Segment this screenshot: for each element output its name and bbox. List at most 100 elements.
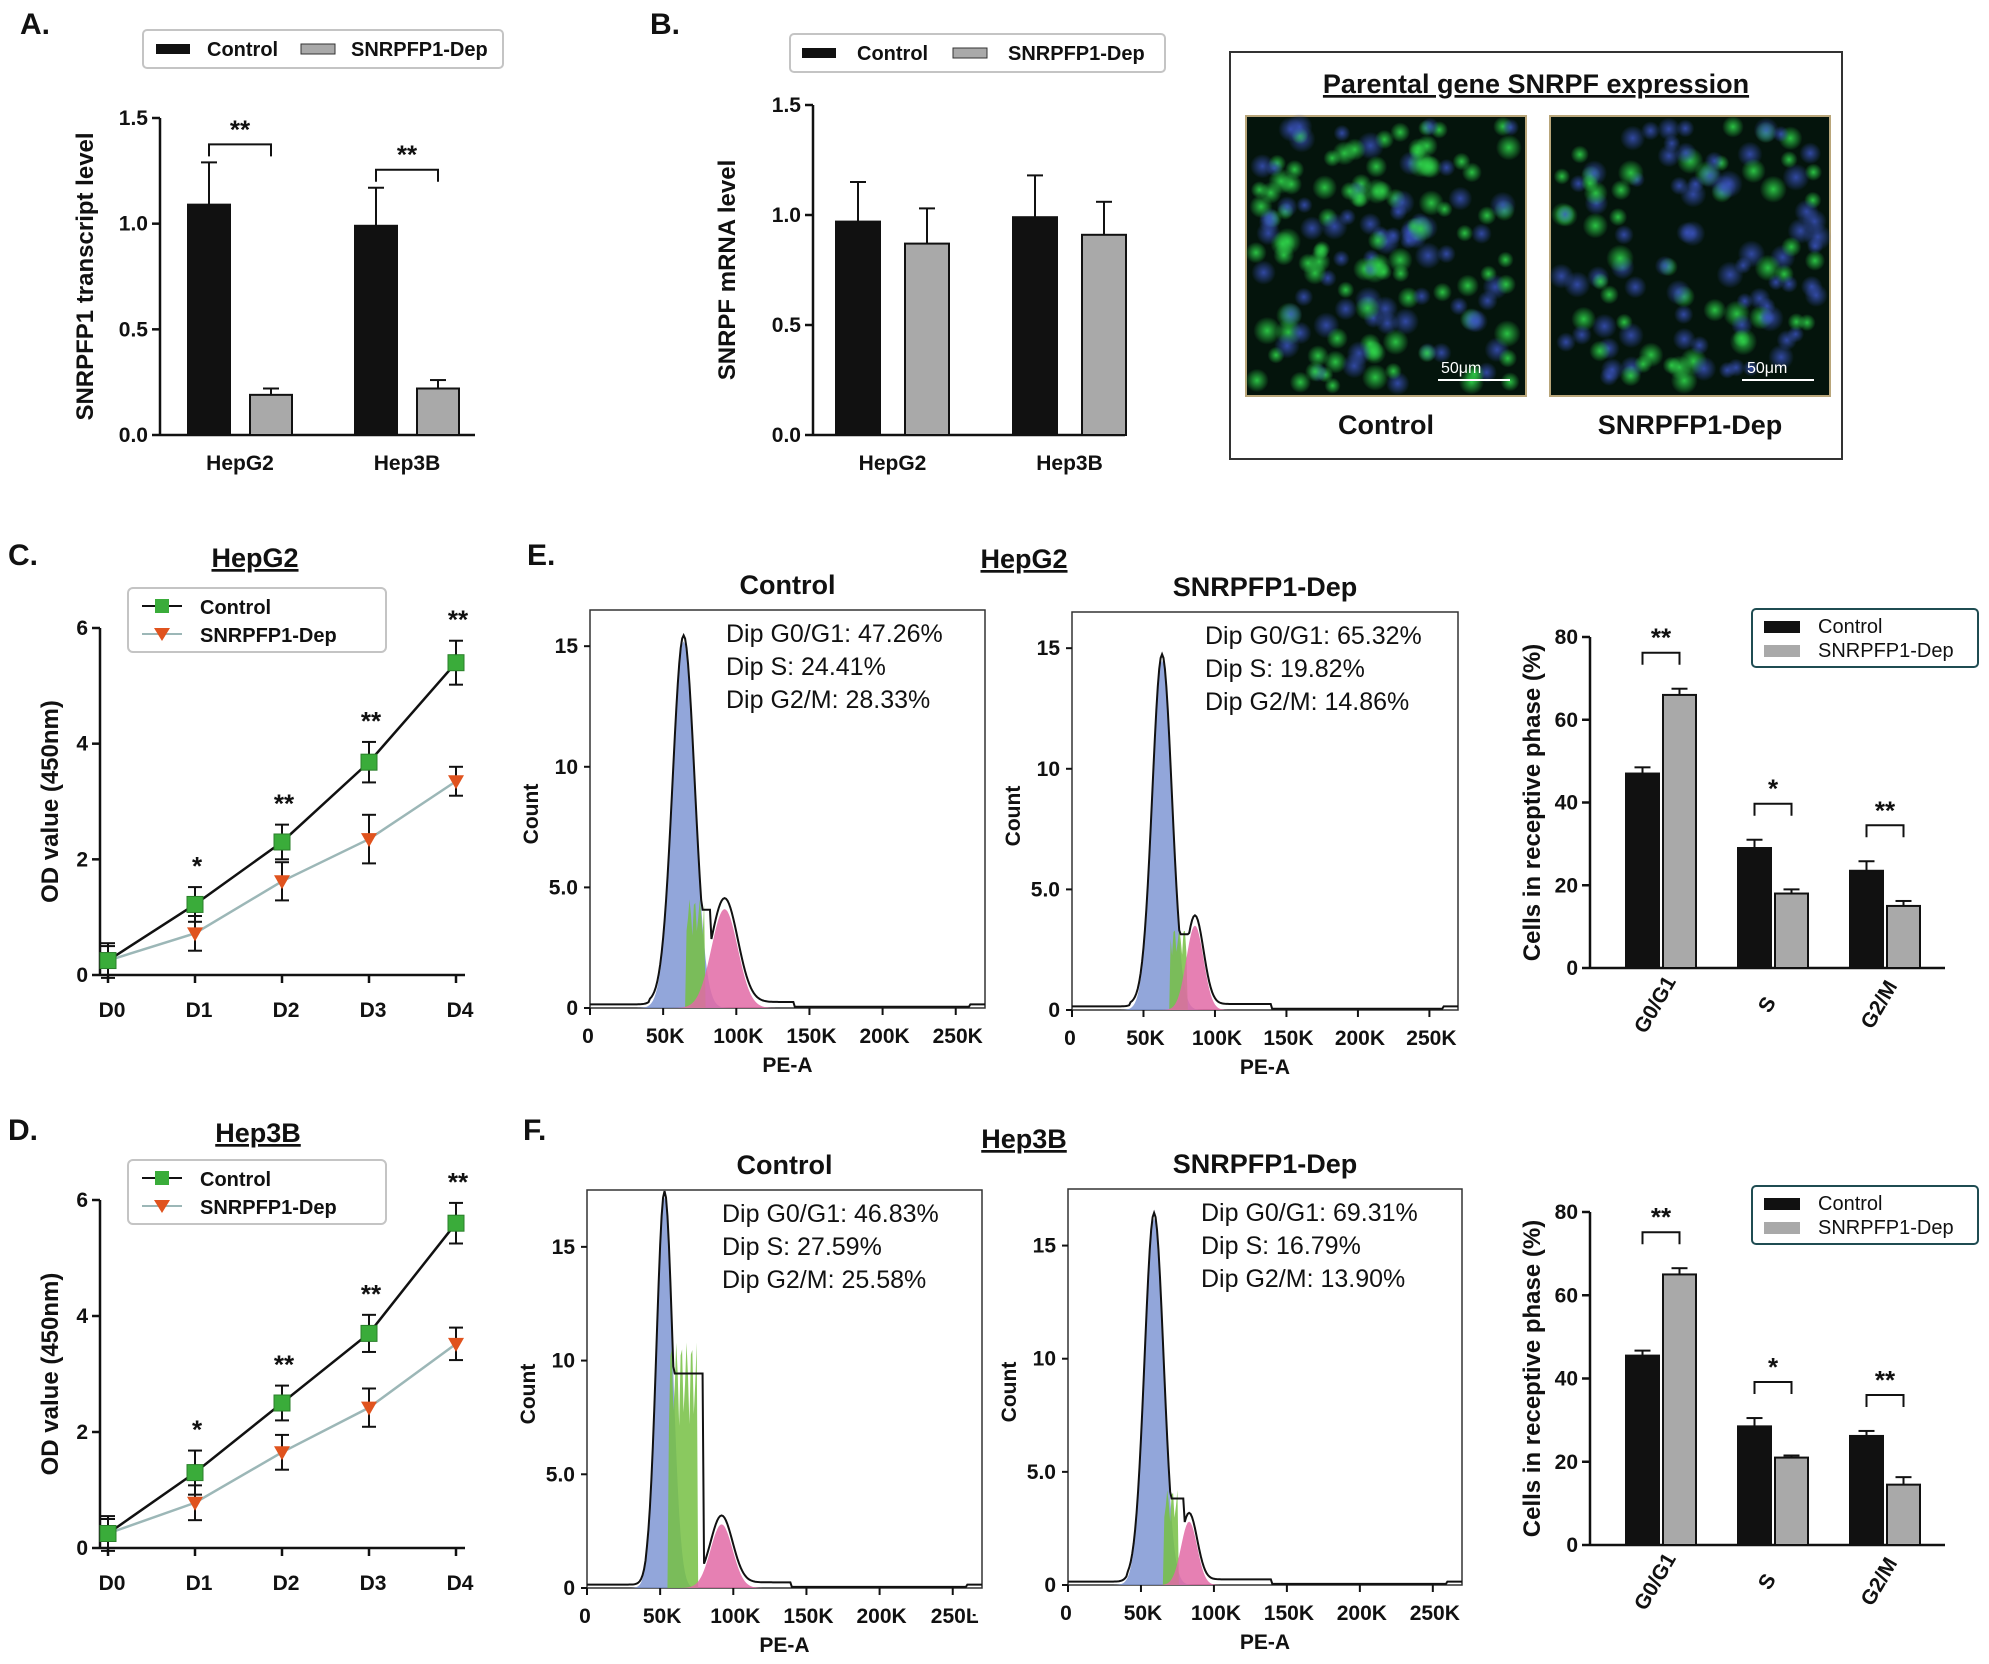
cell-blob bbox=[1312, 175, 1338, 200]
cell-blob bbox=[1758, 309, 1776, 326]
legend-label-dep-C: SNRPFP1-Dep bbox=[200, 625, 337, 647]
xtick-label-E2: 250K bbox=[1406, 1027, 1456, 1050]
cell-blob bbox=[1571, 324, 1592, 345]
significance-label-F3: ** bbox=[1651, 1202, 1672, 1232]
panel-label-e: E. bbox=[527, 539, 555, 572]
cell-blob bbox=[1268, 168, 1294, 194]
cell-blob bbox=[1332, 250, 1350, 268]
legend-label-dep-f3: SNRPFP1-Dep bbox=[1818, 1217, 1954, 1239]
cell-blob bbox=[1690, 335, 1710, 355]
panel-label-a: A. bbox=[20, 8, 50, 41]
ytick-label-E2: 5.0 bbox=[1031, 878, 1060, 901]
panel-label-f: F. bbox=[523, 1114, 546, 1147]
cell-blob bbox=[1591, 272, 1610, 291]
xtick-label-F2: 200K bbox=[1337, 1602, 1387, 1625]
ylabel-C: OD value (450nm) bbox=[37, 700, 64, 903]
s-phase-F1 bbox=[587, 1342, 982, 1588]
bar-F3-s-dep bbox=[1774, 1456, 1809, 1547]
cell-blob bbox=[1387, 247, 1413, 273]
ylabel-E1: Count bbox=[520, 784, 543, 845]
cell-blob bbox=[1276, 196, 1298, 218]
bar-B-hep3b-dep bbox=[1081, 233, 1127, 436]
significance-bracket-A bbox=[208, 143, 272, 157]
significance-bracket-F3 bbox=[1753, 1381, 1793, 1395]
histogram-outline-E1 bbox=[590, 632, 985, 1008]
ytick-label-D: 4 bbox=[76, 1305, 88, 1328]
cell-blob bbox=[1759, 175, 1787, 203]
bar-B-hepg2-control bbox=[835, 220, 881, 436]
xtick-label-D: D2 bbox=[273, 1572, 300, 1595]
significance-bracket-E3 bbox=[1865, 824, 1905, 838]
bar-F3-g2/m-dep bbox=[1886, 1483, 1921, 1547]
xtick-label-F1: 250Ŀ bbox=[931, 1605, 979, 1628]
cell-blob bbox=[1804, 283, 1828, 308]
cell-blob bbox=[1768, 344, 1794, 370]
xtick-label-A: HepG2 bbox=[206, 452, 274, 475]
ylabel-F1: Count bbox=[517, 1364, 540, 1425]
cell-blob bbox=[1731, 313, 1753, 336]
cell-blob bbox=[1606, 244, 1635, 273]
flow-frame-F2 bbox=[1067, 1188, 1463, 1586]
xtick-label-A: Hep3B bbox=[374, 452, 441, 475]
ytick-label-F2: 0 bbox=[1044, 1574, 1056, 1597]
ytick-label-E3: 20 bbox=[1555, 874, 1578, 897]
significance-bracket-E3 bbox=[1753, 802, 1793, 816]
bar-F3-s-control bbox=[1737, 1425, 1772, 1547]
cell-blob bbox=[1657, 117, 1681, 141]
significance-label-F3: ** bbox=[1875, 1365, 1896, 1395]
stat-line-E1: Dip G0/G1: 47.26% bbox=[726, 620, 943, 648]
cell-blob bbox=[1495, 134, 1522, 161]
g1-peak-F2 bbox=[1068, 1218, 1462, 1585]
flow-subtitle-E2: SNRPFP1-Dep bbox=[1173, 572, 1358, 602]
micrograph-label-dep: SNRPFP1-Dep bbox=[1598, 410, 1783, 440]
scale-label-left: 50μm bbox=[1441, 360, 1481, 377]
legend-a-control-label: Control bbox=[207, 39, 278, 61]
cell-blob bbox=[1787, 312, 1806, 331]
ytick-label-C: 0 bbox=[76, 964, 88, 987]
ylabel-E3: Cells in receptive phase (%) bbox=[1519, 644, 1546, 961]
bar-E3-s-control bbox=[1737, 847, 1772, 970]
xtick-label-E2: 100K bbox=[1192, 1027, 1242, 1050]
cell-blob bbox=[1571, 306, 1597, 332]
significance-bracket-F3 bbox=[1865, 1393, 1905, 1407]
cell-blob bbox=[1333, 124, 1351, 142]
cell-blob bbox=[1270, 231, 1296, 257]
cell-blob bbox=[1461, 162, 1482, 183]
cell-blob bbox=[1781, 236, 1802, 258]
title-D: Hep3B bbox=[215, 1118, 301, 1148]
cell-blob bbox=[1496, 274, 1517, 295]
stat-line-E1: Dip S: 24.41% bbox=[726, 653, 886, 681]
ytick-label-C: 6 bbox=[76, 617, 88, 640]
ytick-label-E1: 10 bbox=[555, 756, 578, 779]
xtick-label-D: D1 bbox=[186, 1572, 213, 1595]
cell-blob bbox=[1500, 372, 1520, 392]
marker-dep-D bbox=[274, 1446, 290, 1461]
cell-blob bbox=[1620, 365, 1642, 387]
ytick-label-E1: 5.0 bbox=[549, 876, 578, 899]
cell-blob bbox=[1675, 142, 1697, 164]
cell-blob bbox=[1722, 115, 1744, 138]
stat-line-E2: Dip S: 19.82% bbox=[1205, 655, 1365, 683]
stat-line-E1: Dip G2/M: 28.33% bbox=[726, 686, 930, 714]
xtick-label-F1: 150K bbox=[783, 1605, 833, 1628]
xtick-label-C: D1 bbox=[186, 999, 213, 1022]
micrograph-cells bbox=[1245, 113, 1832, 396]
ytick-label-F3: 0 bbox=[1566, 1534, 1578, 1557]
cell-blob bbox=[1633, 354, 1653, 374]
legend-box-D bbox=[127, 1159, 387, 1225]
s-phase-E1 bbox=[590, 899, 985, 1008]
cell-blob bbox=[1382, 328, 1409, 356]
ytick-label-E3: 40 bbox=[1555, 792, 1578, 815]
cell-blob bbox=[1581, 174, 1599, 192]
cell-blob bbox=[1334, 297, 1358, 321]
xtick-label-E1: 150K bbox=[786, 1025, 836, 1048]
flow-subtitle-E1: Control bbox=[740, 570, 836, 600]
stat-line-F2: Dip S: 16.79% bbox=[1201, 1232, 1361, 1260]
xtick-label-E1: 50K bbox=[646, 1025, 685, 1048]
xtick-label-D: D4 bbox=[447, 1572, 474, 1595]
significance-label-D: * bbox=[192, 1415, 203, 1445]
cell-blob bbox=[1498, 348, 1518, 368]
legend-marker-dep-C bbox=[154, 628, 170, 641]
flow-subtitle-F2: SNRPFP1-Dep bbox=[1173, 1149, 1358, 1179]
